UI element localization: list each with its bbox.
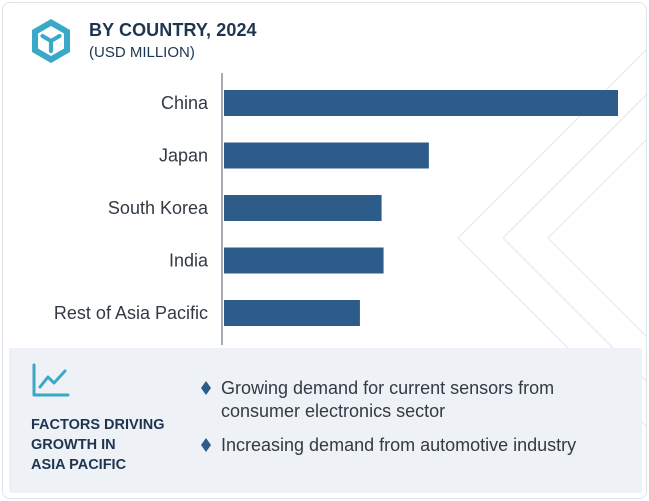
category-label: South Korea [108, 198, 209, 218]
factors-title-line: ASIA PACIFIC [31, 457, 127, 473]
category-label: Japan [159, 146, 208, 166]
diamond-bullet-icon [201, 438, 211, 452]
cube-logo-icon [32, 19, 70, 63]
bar-chart: China Japan South Korea India Rest of Asia P… [54, 73, 618, 345]
factor-text: Growing demand for current sensors from … [221, 378, 555, 421]
bar-india [224, 247, 384, 274]
factors-title-line: FACTORS DRIVING [31, 417, 165, 433]
line-chart-icon [32, 363, 70, 397]
factors-list: Growing demand for current sensors from … [199, 377, 629, 468]
chart-title: BY COUNTRY, 2024 [89, 20, 257, 40]
bar-rest-of-asia-pacific [224, 300, 360, 326]
category-label: India [169, 251, 209, 271]
bar-japan [224, 142, 429, 169]
factors-title-line: GROWTH IN [31, 437, 116, 453]
factor-item: Growing demand for current sensors from … [199, 377, 629, 423]
chart-subtitle: (USD MILLION) [89, 44, 195, 61]
bar-china [224, 90, 618, 116]
factor-text: Increasing demand from automotive indust… [221, 435, 577, 455]
factor-item: Increasing demand from automotive indust… [199, 434, 629, 457]
diamond-bullet-icon [201, 381, 211, 395]
factors-title: FACTORS DRIVING GROWTH IN ASIA PACIFIC [31, 415, 201, 475]
bar-south-korea [224, 195, 382, 221]
growth-factors-panel: FACTORS DRIVING GROWTH IN ASIA PACIFIC G… [9, 348, 642, 493]
category-label: Rest of Asia Pacific [54, 303, 208, 323]
category-label: China [161, 93, 209, 113]
